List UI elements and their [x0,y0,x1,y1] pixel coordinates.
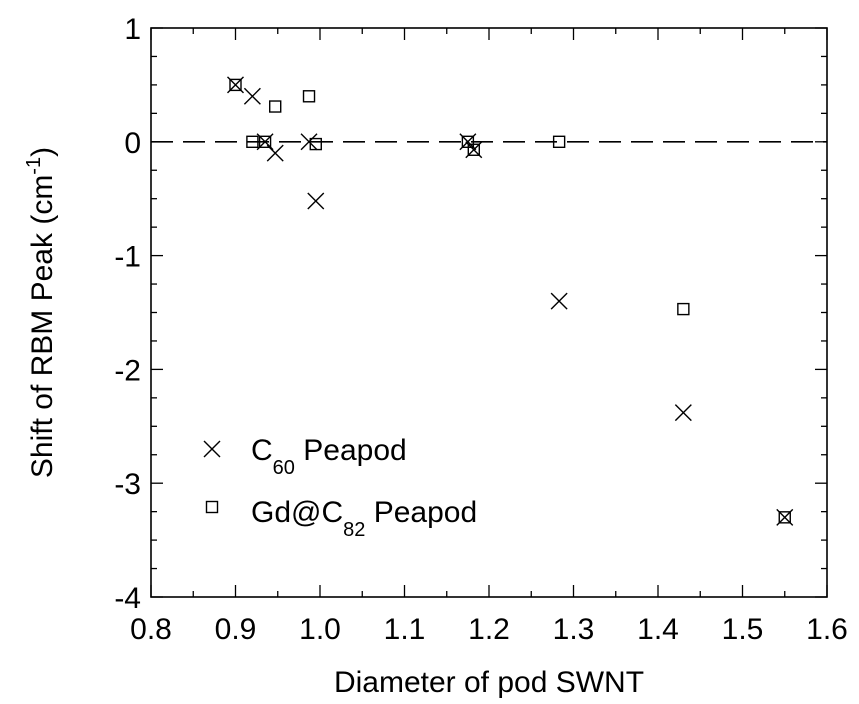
x-axis-title: Diameter of pod SWNT [334,666,644,699]
data-point-square [552,135,566,149]
data-point-square [269,100,282,113]
x-tick-label: 1.6 [806,613,848,646]
data-point-x [307,192,325,210]
data-points [227,76,794,526]
data-point-square [467,143,480,156]
legend-square-glyph [205,500,219,514]
x-tick-label: 1.2 [468,613,510,646]
x-tick-label: 1.0 [299,613,341,646]
tick-labels: 0.8 0.9 1.0 1.1 1.2 1.3 1.4 1.5 1.6 1 0 -1 -2 -3 -4 [114,13,848,646]
legend-c60-base: C [251,434,273,467]
y-axis-title-suffix: ) [26,147,59,157]
legend-gd-c82-subscript: 82 [343,519,365,541]
x-tick-label: 0.9 [215,613,257,646]
legend-square-marker [205,500,219,514]
data-point-square [778,511,791,524]
legend-label-gd-c82: Gd@C82 Peapod [251,496,477,541]
x-tick-label: 1.4 [637,613,679,646]
legend-gd-c82-suffix: Peapod [365,496,477,529]
legend-label-c60: C60 Peapod [251,434,407,479]
legend-item-c60: C60 Peapod [203,434,407,479]
data-point-square [246,135,259,149]
data-point-square [309,137,322,151]
data-point-x [243,87,261,105]
legend: C60 Peapod Gd@C82 Peapod [203,434,477,541]
data-point-x [300,133,318,151]
y-tick-label: 0 [124,127,141,160]
y-tick-label: -1 [114,241,141,274]
x-tick-label: 1.1 [384,613,426,646]
legend-x-glyph [203,440,221,458]
y-axis-title-prefix: Shift of RBM Peak (cm [26,175,59,478]
x-tick-label: 1.5 [722,613,764,646]
x-tick-label: 0.8 [130,613,172,646]
legend-x-marker [203,440,221,458]
x-tick-label: 1.3 [553,613,595,646]
y-axis-title: Shift of RBM Peak (cm-1) [23,147,59,478]
legend-gd-c82-base: Gd@C [251,496,343,529]
y-tick-label: -2 [114,354,141,387]
legend-c60-subscript: 60 [273,457,295,479]
data-point-square [302,90,316,103]
legend-item-gd-c82: Gd@C82 Peapod [205,496,477,541]
data-point-x [674,404,692,422]
y-tick-label: -3 [114,468,141,501]
y-tick-label: -4 [114,582,141,615]
data-point-square [229,78,242,92]
data-point-square [677,302,690,316]
y-axis-title-superscript: -1 [23,157,45,175]
y-tick-label: 1 [124,13,141,46]
data-point-square [258,135,272,149]
data-point-x [550,292,568,310]
legend-c60-suffix: Peapod [295,434,407,467]
plot-frame [150,27,828,598]
